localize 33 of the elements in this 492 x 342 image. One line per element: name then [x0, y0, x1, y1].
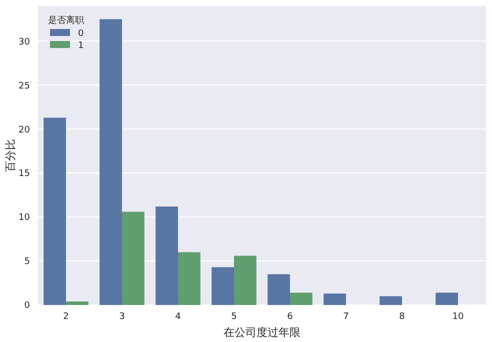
bar — [156, 206, 178, 305]
bar — [100, 19, 122, 305]
bar — [268, 274, 290, 305]
x-tick-label: 6 — [287, 312, 294, 322]
bar — [44, 118, 66, 305]
bar — [380, 296, 402, 305]
bar — [324, 294, 346, 305]
bar — [122, 212, 144, 305]
x-tick-label: 2 — [63, 312, 69, 322]
y-tick-label: 15 — [18, 169, 30, 180]
legend-label: 1 — [78, 41, 84, 51]
x-tick-label: 10 — [452, 312, 464, 322]
x-tick-label: 5 — [231, 312, 237, 322]
legend-label: 0 — [78, 29, 84, 39]
bar — [436, 292, 458, 305]
x-tick-label: 3 — [119, 312, 125, 322]
y-tick-label: 0 — [24, 301, 30, 312]
bar — [178, 252, 200, 305]
y-tick-label: 30 — [18, 37, 30, 48]
x-tick-label: 4 — [175, 312, 182, 322]
bar — [212, 267, 234, 305]
y-tick-label: 10 — [18, 213, 30, 224]
x-tick-label: 8 — [399, 312, 406, 322]
bar — [234, 256, 256, 305]
legend-title: 是否离职 — [48, 15, 84, 26]
x-axis-title: 在公司度过年限 — [224, 326, 300, 339]
bar — [290, 292, 312, 305]
y-tick-label: 5 — [24, 257, 30, 268]
bar — [66, 301, 88, 305]
x-tick-label: 7 — [343, 312, 349, 322]
y-axis-title: 百分比 — [4, 139, 17, 172]
y-tick-label: 25 — [18, 81, 30, 92]
y-tick-label: 20 — [18, 125, 30, 136]
